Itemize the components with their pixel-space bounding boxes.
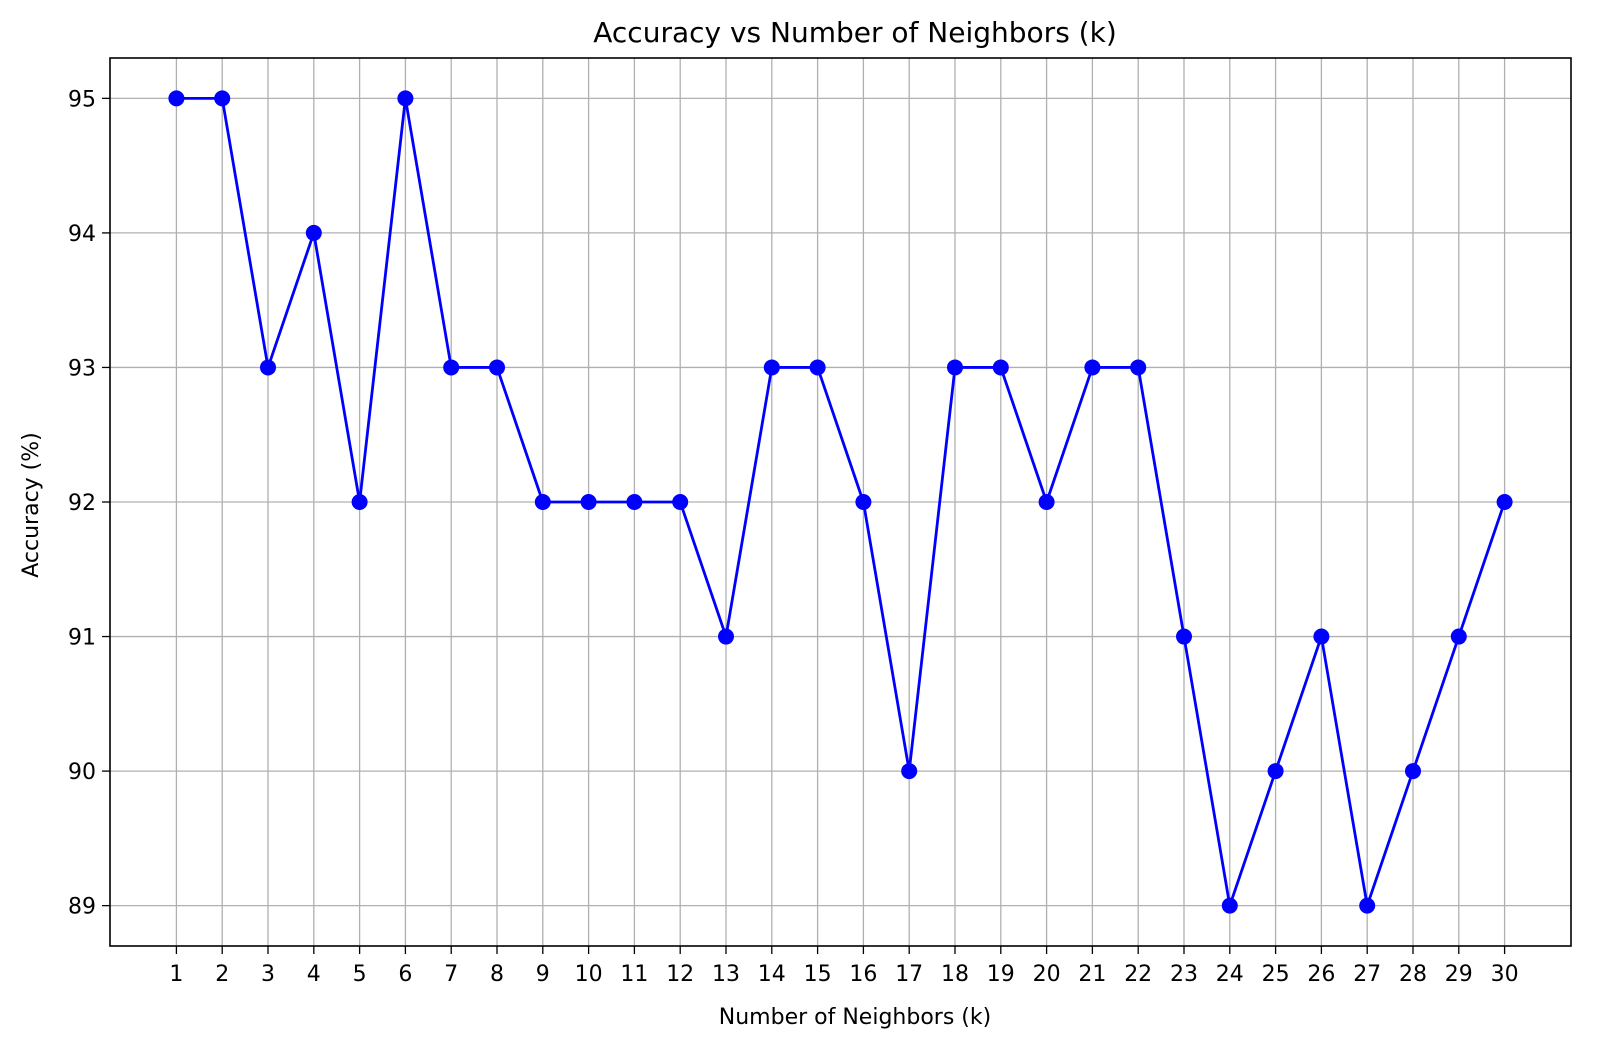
x-tick-label: 8 <box>490 962 504 987</box>
y-tick-label: 91 <box>68 626 96 651</box>
y-tick-label: 94 <box>68 222 96 247</box>
data-point <box>1359 897 1376 914</box>
x-tick-label: 10 <box>575 962 603 987</box>
x-tick-label: 17 <box>895 962 923 987</box>
axis-ticks: 1 2 3 4 5 6 7 8 9 10 11 12 13 14 15 16 17 18 19 20 21 22 23 24 2… <box>68 87 1519 987</box>
x-tick-label: 4 <box>307 962 321 987</box>
y-tick-label: 89 <box>68 895 96 920</box>
data-point <box>855 494 872 510</box>
data-point <box>901 763 918 780</box>
x-tick-label: 9 <box>536 962 550 987</box>
y-tick-label: 90 <box>68 760 96 785</box>
x-tick-label: 29 <box>1445 962 1473 987</box>
x-tick-label: 14 <box>758 962 786 987</box>
data-point <box>214 90 231 107</box>
y-tick-label: 93 <box>68 356 96 381</box>
data-point <box>1496 494 1513 510</box>
data-point <box>489 359 506 376</box>
x-tick-label: 15 <box>804 962 832 987</box>
data-point <box>351 494 368 510</box>
x-tick-label: 6 <box>398 962 412 987</box>
x-tick-label: 7 <box>444 962 458 987</box>
x-tick-label: 3 <box>261 962 275 987</box>
x-tick-label: 27 <box>1353 962 1381 987</box>
data-point <box>1175 628 1192 645</box>
data-point <box>1084 359 1101 376</box>
grid <box>110 58 1571 946</box>
x-tick-label: 16 <box>849 962 877 987</box>
x-tick-label: 24 <box>1216 962 1244 987</box>
x-tick-label: 1 <box>169 962 183 987</box>
x-axis-title: Number of Neighbors (k) <box>719 1005 991 1030</box>
x-tick-label: 19 <box>987 962 1015 987</box>
x-tick-label: 20 <box>1033 962 1061 987</box>
data-point <box>1404 763 1421 780</box>
data-point <box>1221 897 1238 914</box>
y-tick-label: 92 <box>68 491 96 516</box>
data-point <box>1130 359 1147 376</box>
data-point <box>672 494 689 510</box>
y-axis-title: Accuracy (%) <box>19 432 44 578</box>
chart-title: Accuracy vs Number of Neighbors (k) <box>593 16 1117 49</box>
x-tick-label: 22 <box>1124 962 1152 987</box>
data-point <box>626 494 643 510</box>
data-point <box>1313 628 1330 645</box>
x-tick-label: 2 <box>215 962 229 987</box>
data-point <box>718 628 735 645</box>
data-point <box>260 359 277 376</box>
data-point <box>992 359 1009 376</box>
x-tick-label: 28 <box>1399 962 1427 987</box>
data-point <box>580 494 597 510</box>
x-tick-label: 26 <box>1307 962 1335 987</box>
data-point <box>305 224 322 241</box>
x-tick-label: 11 <box>620 962 648 987</box>
data-point <box>1267 763 1284 780</box>
x-tick-label: 18 <box>941 962 969 987</box>
x-tick-label: 25 <box>1262 962 1290 987</box>
x-tick-label: 12 <box>666 962 694 987</box>
y-tick-label: 95 <box>68 87 96 112</box>
data-point <box>534 494 551 510</box>
data-point <box>397 90 414 107</box>
data-point <box>1038 494 1055 510</box>
x-tick-label: 30 <box>1491 962 1519 987</box>
data-point <box>168 90 185 107</box>
series <box>168 90 1513 914</box>
x-tick-label: 23 <box>1170 962 1198 987</box>
x-tick-label: 5 <box>353 962 367 987</box>
data-point <box>946 359 963 376</box>
x-tick-label: 21 <box>1078 962 1106 987</box>
data-point <box>1450 628 1467 645</box>
data-point <box>809 359 826 376</box>
series-line <box>176 96 1506 908</box>
x-tick-label: 13 <box>712 962 740 987</box>
data-point <box>763 359 780 376</box>
data-point <box>443 359 460 376</box>
